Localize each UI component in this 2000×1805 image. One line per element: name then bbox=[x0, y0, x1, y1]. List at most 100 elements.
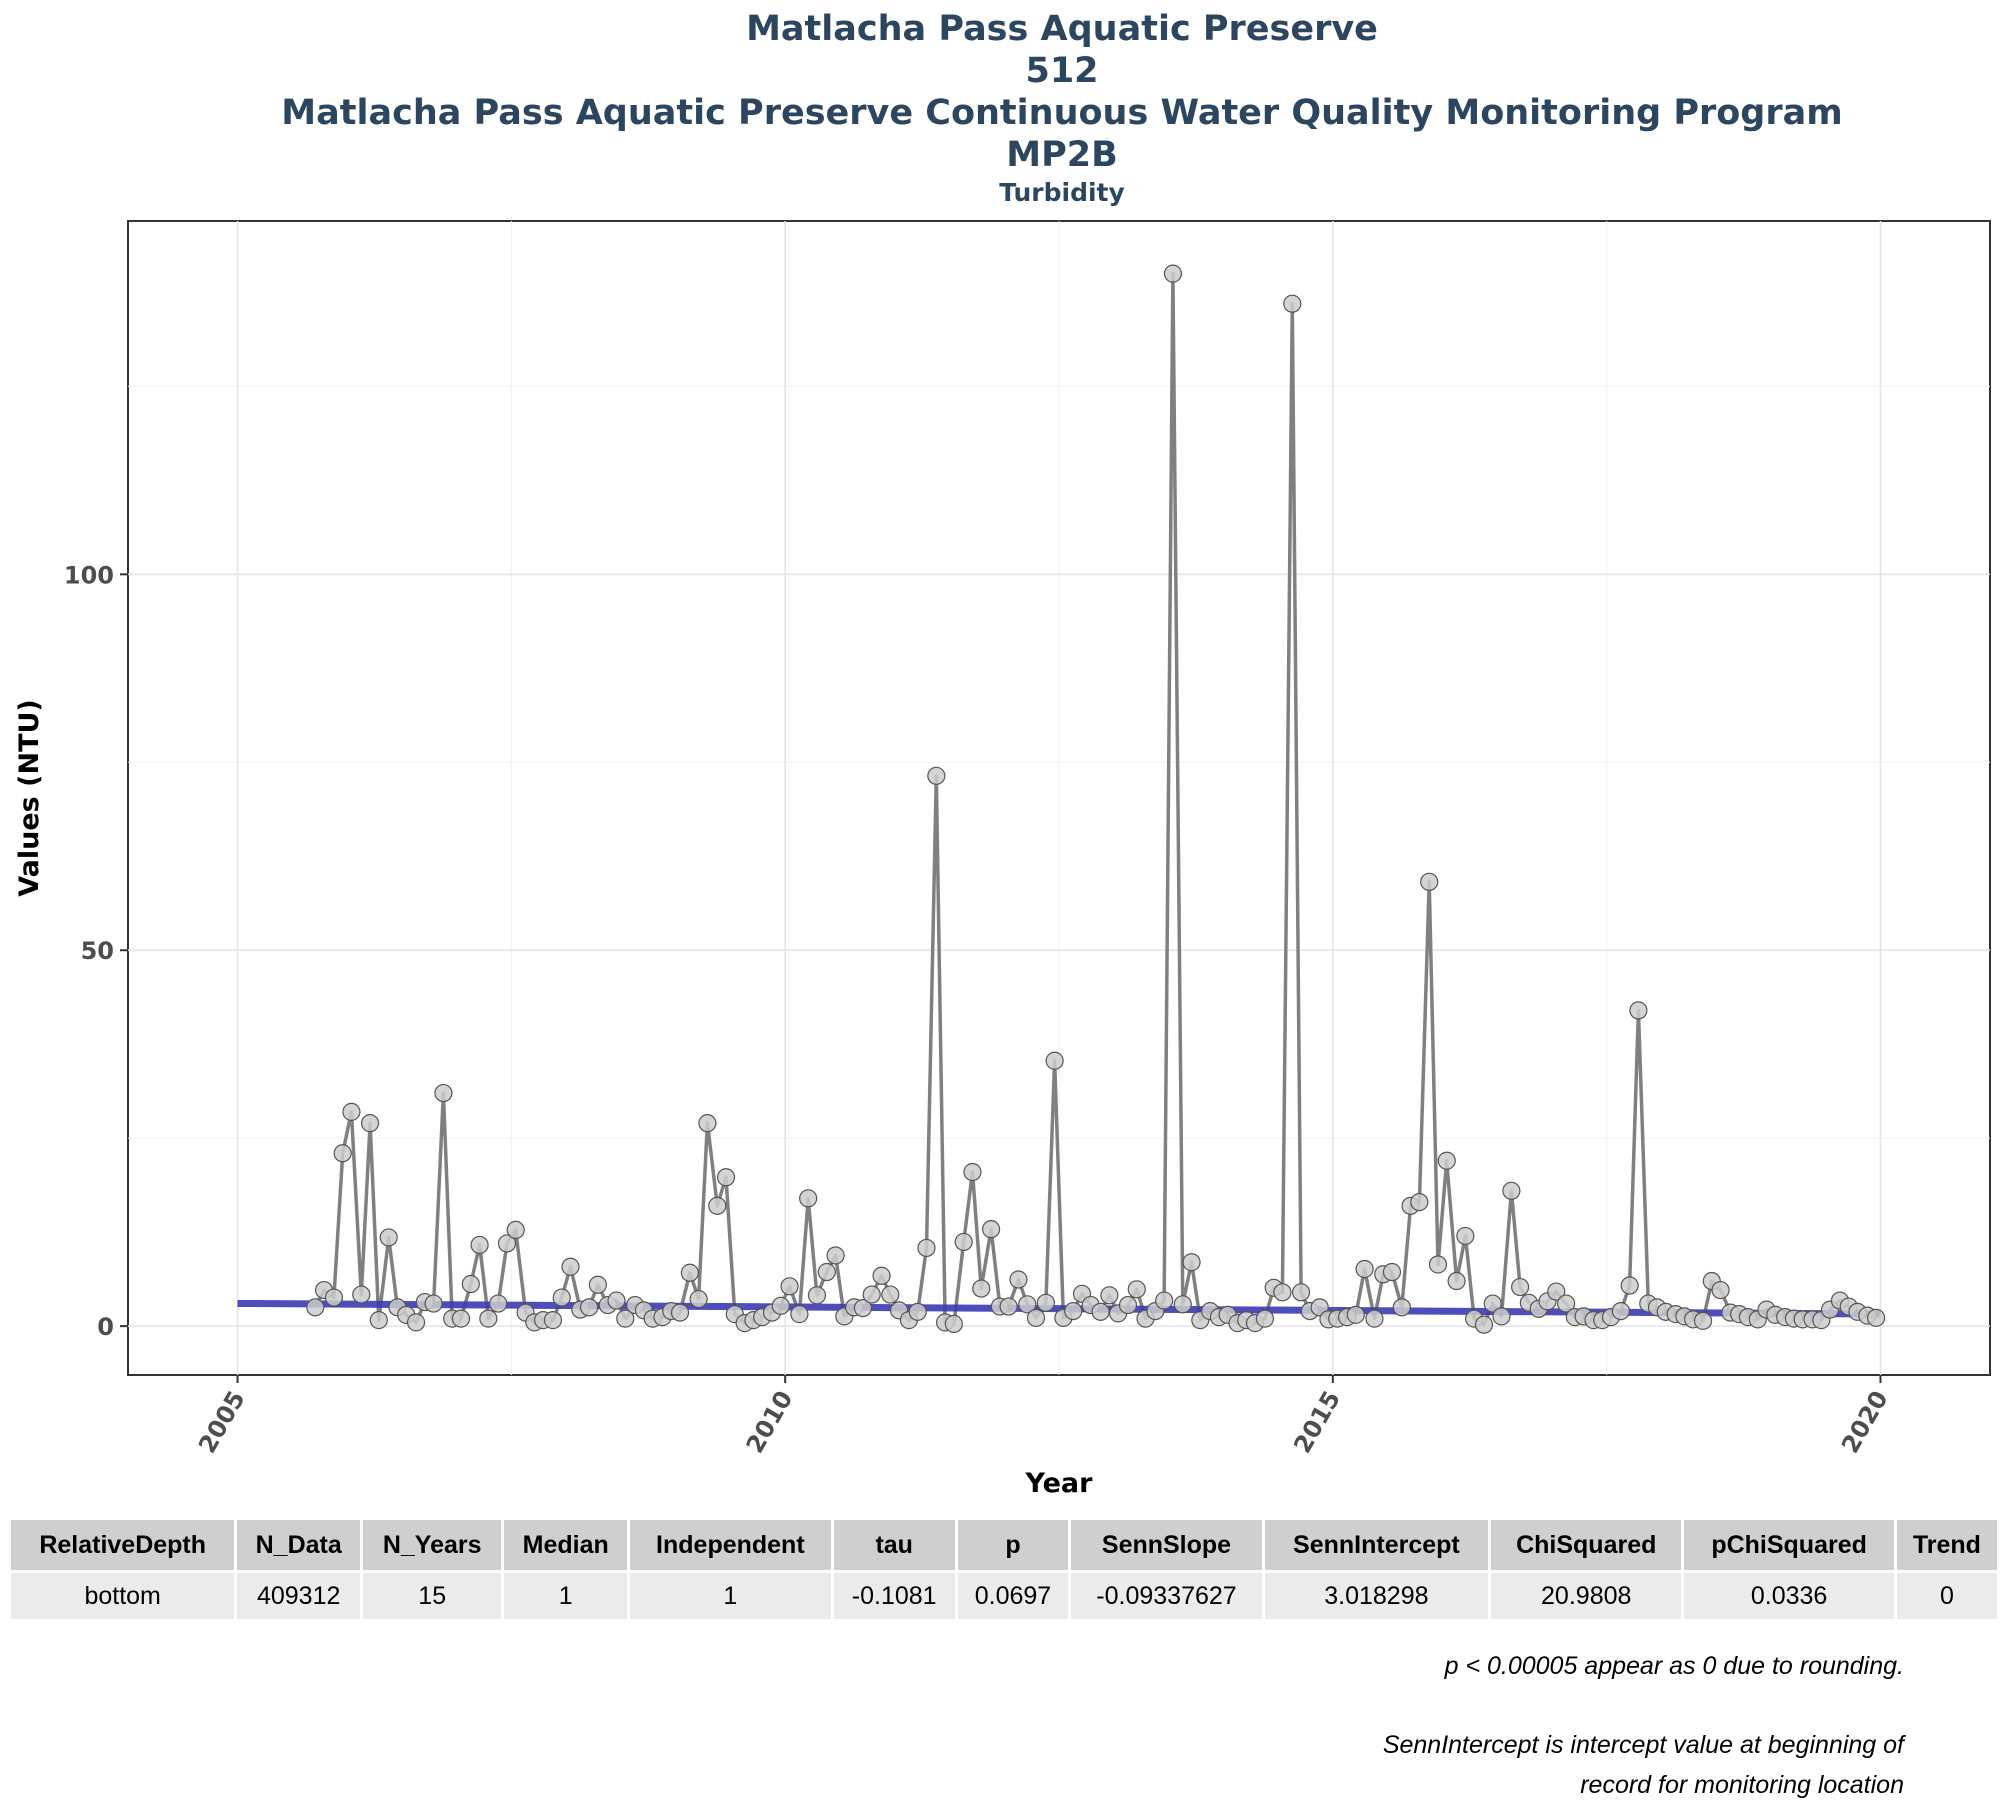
data-point bbox=[470, 1235, 489, 1255]
x-tick-label: 2015 bbox=[1288, 1386, 1346, 1458]
data-point bbox=[972, 1279, 991, 1298]
column-header-relativedepth: RelativeDepth bbox=[11, 1520, 235, 1570]
data-point bbox=[506, 1220, 525, 1240]
data-point bbox=[1064, 1301, 1083, 1321]
data-point bbox=[780, 1277, 799, 1296]
data-point bbox=[799, 1189, 818, 1208]
data-point bbox=[872, 1266, 891, 1285]
data-point bbox=[944, 1314, 963, 1333]
table-cell-pchisquared: 0.0336 bbox=[1684, 1573, 1894, 1619]
intercept-note-line-2: record for monitoring location bbox=[1580, 1771, 1904, 1799]
data-point bbox=[1483, 1294, 1502, 1313]
table-cell-sennintercept: 3.018298 bbox=[1264, 1573, 1489, 1619]
data-point bbox=[306, 1298, 325, 1317]
data-point bbox=[771, 1296, 790, 1315]
table-cell-independent: 1 bbox=[630, 1573, 831, 1619]
data-point bbox=[1866, 1308, 1886, 1327]
data-point bbox=[616, 1309, 635, 1328]
data-point bbox=[352, 1285, 371, 1304]
data-point bbox=[954, 1232, 973, 1252]
data-point bbox=[1437, 1151, 1456, 1170]
x-tick-label: 2005 bbox=[193, 1386, 251, 1458]
table-cell-tau: -0.1081 bbox=[833, 1573, 955, 1619]
data-point bbox=[1611, 1301, 1630, 1321]
data-point bbox=[607, 1291, 626, 1310]
data-point bbox=[1100, 1286, 1119, 1305]
data-point bbox=[917, 1238, 936, 1258]
table-cell-median: 1 bbox=[504, 1573, 627, 1619]
table-cell-relativedepth: bottom bbox=[11, 1573, 235, 1619]
data-point bbox=[1447, 1271, 1466, 1291]
data-point bbox=[1492, 1307, 1511, 1326]
data-point bbox=[479, 1309, 498, 1328]
data-point bbox=[826, 1246, 845, 1265]
title-line-4: MP2B bbox=[1006, 135, 1118, 175]
data-point bbox=[1283, 294, 1302, 313]
data-point bbox=[1182, 1253, 1201, 1272]
data-point bbox=[1502, 1181, 1521, 1200]
title-line-1: Matlacha Pass Aquatic Preserve bbox=[746, 9, 1378, 49]
data-point bbox=[1163, 264, 1183, 283]
data-point bbox=[561, 1257, 580, 1276]
data-point bbox=[790, 1305, 809, 1324]
data-point bbox=[406, 1313, 426, 1332]
rounding-note: p < 0.00005 appear as 0 due to rounding. bbox=[1444, 1652, 1904, 1680]
data-point bbox=[451, 1309, 471, 1328]
points-layer bbox=[306, 264, 1886, 1334]
y-tick-label: 100 bbox=[64, 561, 114, 589]
data-point bbox=[1456, 1226, 1475, 1246]
table-cell-p: 0.0697 bbox=[957, 1573, 1069, 1619]
data-point bbox=[708, 1196, 727, 1215]
data-point bbox=[680, 1263, 699, 1282]
data-point bbox=[1091, 1302, 1110, 1321]
data-point bbox=[1557, 1294, 1576, 1313]
data-point bbox=[1474, 1315, 1494, 1334]
data-point bbox=[908, 1302, 927, 1321]
data-point bbox=[543, 1311, 563, 1330]
data-point bbox=[1291, 1283, 1311, 1302]
column-header-sennslope: SennSlope bbox=[1071, 1520, 1262, 1570]
title-line-2: 512 bbox=[1025, 51, 1099, 91]
column-header-median: Median bbox=[504, 1520, 627, 1570]
data-point bbox=[1018, 1295, 1037, 1314]
data-point bbox=[1036, 1293, 1055, 1312]
data-point bbox=[927, 766, 946, 785]
data-point bbox=[434, 1083, 453, 1103]
data-point bbox=[1428, 1255, 1448, 1274]
column-header-pchisquared: pChiSquared bbox=[1684, 1520, 1894, 1570]
title-line-3: Matlacha Pass Aquatic Preserve Continuou… bbox=[281, 93, 1843, 133]
data-point bbox=[360, 1114, 380, 1133]
y-tick-label: 0 bbox=[97, 1313, 114, 1341]
data-point bbox=[342, 1102, 361, 1121]
x-axis-label: Year bbox=[1025, 1468, 1094, 1499]
data-point bbox=[1392, 1298, 1411, 1317]
column-header-trend: Trend bbox=[1896, 1520, 1997, 1570]
column-header-sennintercept: SennIntercept bbox=[1264, 1520, 1489, 1570]
data-point bbox=[1118, 1295, 1138, 1315]
data-point bbox=[981, 1220, 1001, 1239]
trend-stats-table: RelativeDepth N_Data N_Years Median Independ… bbox=[8, 1517, 2000, 1622]
x-tick-label: 2010 bbox=[741, 1386, 799, 1458]
data-point bbox=[862, 1285, 881, 1304]
table-row: bottom 409312 15 1 1 -0.1081 0.0697 -0.09337627… bbox=[11, 1573, 1997, 1619]
data-point bbox=[333, 1144, 352, 1163]
table-cell-n_data: 409312 bbox=[237, 1573, 361, 1619]
data-point bbox=[461, 1274, 480, 1294]
data-point bbox=[580, 1298, 599, 1317]
data-point bbox=[1365, 1309, 1384, 1328]
table-cell-sennslope: -0.09337627 bbox=[1071, 1573, 1262, 1619]
column-header-chisquared: ChiSquared bbox=[1491, 1520, 1682, 1570]
chart-subtitle: Turbidity bbox=[999, 178, 1125, 207]
data-point bbox=[1026, 1308, 1046, 1327]
data-point bbox=[324, 1288, 344, 1307]
data-point bbox=[1346, 1305, 1365, 1324]
data-point bbox=[1127, 1280, 1146, 1299]
data-point bbox=[1355, 1259, 1374, 1279]
column-header-n_data: N_Data bbox=[237, 1520, 361, 1570]
data-point bbox=[1045, 1051, 1064, 1070]
data-point bbox=[489, 1294, 508, 1313]
data-point bbox=[817, 1262, 836, 1282]
data-point bbox=[1693, 1311, 1713, 1330]
column-header-independent: Independent bbox=[630, 1520, 831, 1570]
data-point bbox=[1382, 1262, 1402, 1282]
